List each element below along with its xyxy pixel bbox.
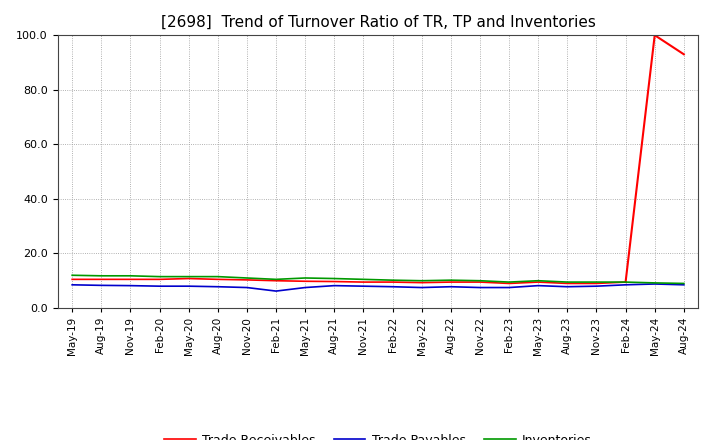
Inventories bbox=[388, 278, 397, 283]
Line: Inventories: Inventories bbox=[72, 275, 684, 283]
Trade Payables bbox=[271, 289, 280, 294]
Inventories bbox=[330, 276, 338, 281]
Inventories bbox=[213, 274, 222, 279]
Trade Payables bbox=[680, 282, 688, 287]
Inventories bbox=[184, 274, 193, 279]
Inventories bbox=[476, 278, 485, 283]
Inventories bbox=[563, 279, 572, 285]
Trade Receivables bbox=[418, 280, 426, 285]
Title: [2698]  Trend of Turnover Ratio of TR, TP and Inventories: [2698] Trend of Turnover Ratio of TR, TP… bbox=[161, 15, 595, 30]
Line: Trade Receivables: Trade Receivables bbox=[72, 279, 626, 283]
Trade Receivables bbox=[388, 279, 397, 285]
Inventories bbox=[418, 278, 426, 283]
Trade Payables bbox=[650, 281, 659, 286]
Inventories bbox=[680, 281, 688, 286]
Trade Payables bbox=[243, 285, 251, 290]
Inventories bbox=[97, 273, 106, 279]
Trade Receivables bbox=[476, 279, 485, 285]
Trade Receivables bbox=[184, 276, 193, 281]
Line: Trade Payables: Trade Payables bbox=[72, 284, 684, 291]
Trade Receivables bbox=[446, 279, 455, 285]
Trade Payables bbox=[592, 283, 600, 289]
Trade Payables bbox=[301, 285, 310, 290]
Trade Receivables bbox=[243, 277, 251, 282]
Inventories bbox=[650, 280, 659, 286]
Trade Receivables bbox=[156, 277, 164, 282]
Trade Payables bbox=[534, 283, 543, 288]
Trade Receivables bbox=[563, 281, 572, 286]
Inventories bbox=[271, 277, 280, 282]
Trade Receivables bbox=[505, 281, 513, 286]
Trade Payables bbox=[184, 283, 193, 289]
Inventories bbox=[621, 279, 630, 285]
Trade Payables bbox=[97, 283, 106, 288]
Trade Payables bbox=[126, 283, 135, 288]
Trade Payables bbox=[476, 285, 485, 290]
Trade Receivables bbox=[359, 279, 368, 285]
Trade Receivables bbox=[592, 281, 600, 286]
Inventories bbox=[534, 278, 543, 283]
Trade Payables bbox=[330, 283, 338, 288]
Legend: Trade Receivables, Trade Payables, Inventories: Trade Receivables, Trade Payables, Inven… bbox=[159, 429, 597, 440]
Trade Receivables bbox=[534, 279, 543, 285]
Inventories bbox=[359, 277, 368, 282]
Trade Payables bbox=[68, 282, 76, 287]
Trade Receivables bbox=[301, 279, 310, 284]
Inventories bbox=[505, 279, 513, 285]
Trade Payables bbox=[388, 284, 397, 290]
Trade Receivables bbox=[271, 278, 280, 283]
Trade Payables bbox=[446, 284, 455, 290]
Inventories bbox=[592, 279, 600, 285]
Trade Payables bbox=[505, 285, 513, 290]
Inventories bbox=[126, 273, 135, 279]
Trade Payables bbox=[359, 283, 368, 289]
Inventories bbox=[446, 278, 455, 283]
Trade Payables bbox=[156, 283, 164, 289]
Trade Receivables bbox=[213, 277, 222, 282]
Inventories bbox=[68, 273, 76, 278]
Trade Receivables bbox=[68, 277, 76, 282]
Trade Payables bbox=[418, 285, 426, 290]
Trade Receivables bbox=[97, 277, 106, 282]
Inventories bbox=[243, 275, 251, 281]
Trade Payables bbox=[213, 284, 222, 290]
Trade Receivables bbox=[330, 279, 338, 284]
Trade Receivables bbox=[126, 277, 135, 282]
Trade Receivables bbox=[621, 279, 630, 285]
Trade Payables bbox=[621, 282, 630, 287]
Inventories bbox=[301, 275, 310, 281]
Trade Payables bbox=[563, 284, 572, 290]
Inventories bbox=[156, 274, 164, 279]
